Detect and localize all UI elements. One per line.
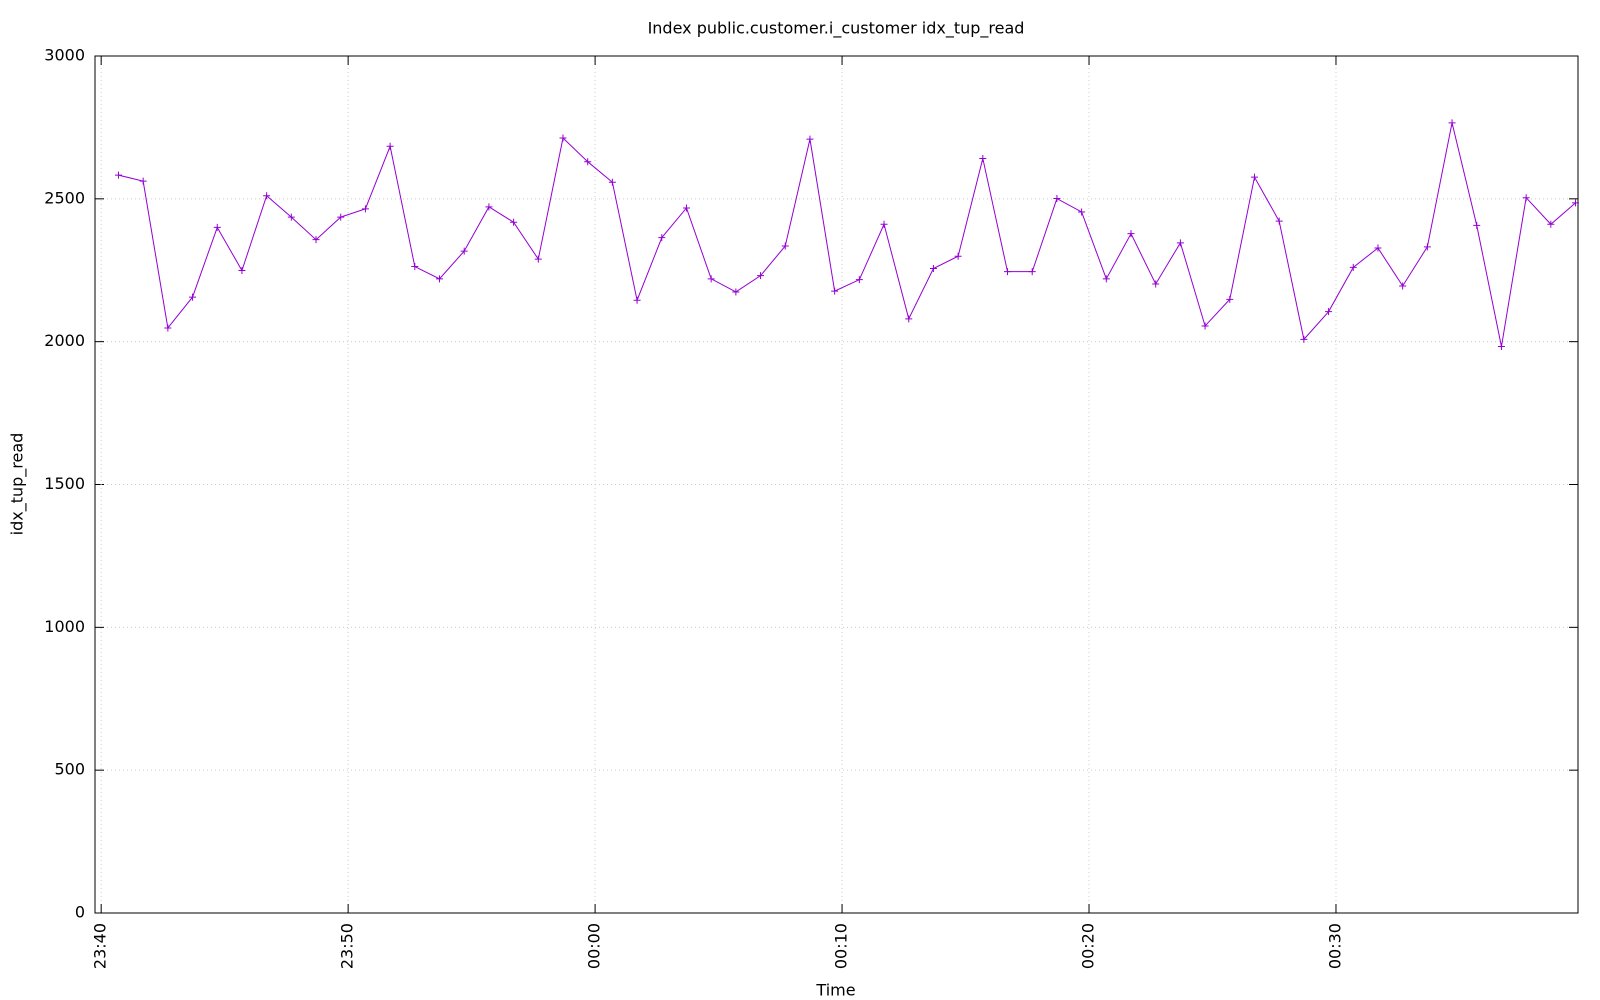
point-marker xyxy=(411,263,419,271)
y-tick-label: 500 xyxy=(54,760,85,779)
point-marker xyxy=(584,158,592,166)
series-line xyxy=(118,122,1576,347)
point-marker xyxy=(905,315,913,323)
point-marker xyxy=(707,275,715,283)
point-marker xyxy=(114,171,122,179)
point-marker xyxy=(1547,220,1555,228)
point-marker xyxy=(337,213,345,221)
point-marker xyxy=(361,205,369,213)
point-marker xyxy=(1102,275,1110,283)
x-tick-label: 23:50 xyxy=(338,923,357,969)
point-marker xyxy=(732,288,740,296)
point-marker xyxy=(189,293,197,301)
point-marker xyxy=(633,296,641,304)
point-marker xyxy=(386,142,394,150)
x-tick-label: 23:40 xyxy=(91,923,110,969)
point-marker xyxy=(831,287,839,295)
y-tick-label: 0 xyxy=(75,903,85,922)
point-marker xyxy=(1152,280,1160,288)
point-marker xyxy=(1028,268,1036,276)
point-marker xyxy=(1325,308,1333,316)
point-marker xyxy=(263,192,271,200)
plot-frame xyxy=(94,55,1579,914)
x-axis-label: Time xyxy=(815,981,855,1000)
point-marker xyxy=(757,272,765,280)
y-tick-label: 2500 xyxy=(44,188,85,207)
point-marker xyxy=(608,178,616,186)
point-marker xyxy=(1226,295,1234,303)
point-marker xyxy=(1374,244,1382,252)
y-tick-label: 2000 xyxy=(44,331,85,350)
point-marker xyxy=(238,267,246,275)
point-marker xyxy=(1448,119,1456,127)
point-marker xyxy=(1423,243,1431,251)
point-marker xyxy=(1053,195,1061,203)
point-marker xyxy=(1004,268,1012,276)
point-marker xyxy=(880,220,888,228)
x-tick-label: 00:30 xyxy=(1325,923,1344,969)
point-marker xyxy=(855,276,863,284)
point-marker xyxy=(1201,322,1209,330)
x-tick-label: 00:20 xyxy=(1079,923,1098,969)
y-axis-label: idx_tup_read xyxy=(8,433,28,536)
point-marker xyxy=(1522,194,1530,202)
point-marker xyxy=(1497,343,1505,351)
point-marker xyxy=(682,204,690,212)
x-tick-label: 00:00 xyxy=(585,923,604,969)
point-marker xyxy=(1399,282,1407,290)
point-marker xyxy=(1250,173,1258,181)
point-marker xyxy=(954,252,962,260)
point-marker xyxy=(1078,208,1086,216)
point-marker xyxy=(287,213,295,221)
y-tick-label: 1500 xyxy=(44,474,85,493)
y-tick-label: 3000 xyxy=(44,46,85,65)
point-marker xyxy=(1473,221,1481,229)
point-marker xyxy=(806,135,814,143)
point-marker xyxy=(1176,239,1184,247)
point-marker xyxy=(929,265,937,273)
point-marker xyxy=(436,275,444,283)
point-marker xyxy=(1275,217,1283,225)
point-marker xyxy=(658,234,666,242)
point-marker xyxy=(164,324,172,332)
y-tick-label: 1000 xyxy=(44,617,85,636)
point-marker xyxy=(1300,335,1308,343)
chart-title: Index public.customer.i_customer idx_tup… xyxy=(648,19,1025,39)
point-marker xyxy=(534,255,542,263)
point-marker xyxy=(979,155,987,163)
point-marker xyxy=(1349,263,1357,271)
point-marker xyxy=(460,247,468,255)
point-marker xyxy=(312,236,320,244)
point-marker xyxy=(781,242,789,250)
point-marker xyxy=(510,218,518,226)
point-marker xyxy=(139,177,147,185)
point-marker xyxy=(1572,199,1580,207)
point-marker xyxy=(485,203,493,211)
point-marker xyxy=(213,223,221,231)
x-tick-label: 00:10 xyxy=(832,923,851,969)
point-marker xyxy=(1127,230,1135,238)
point-marker xyxy=(559,134,567,142)
